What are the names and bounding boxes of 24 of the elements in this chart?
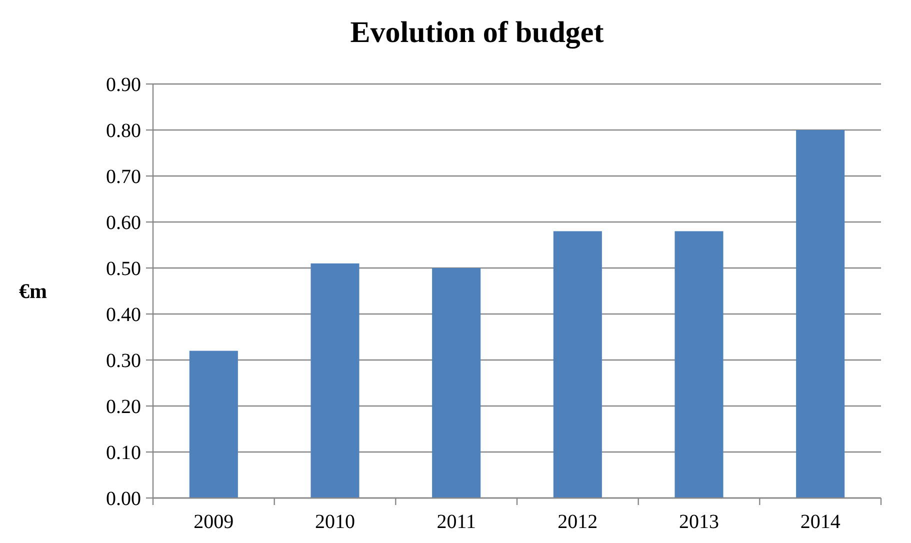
x-tick-label: 2013 bbox=[679, 511, 719, 533]
x-tick-label: 2012 bbox=[558, 511, 598, 533]
bar bbox=[189, 350, 238, 498]
x-tick-label: 2014 bbox=[800, 511, 840, 533]
bar bbox=[310, 263, 360, 498]
bar bbox=[796, 130, 845, 498]
x-tick-label: 2011 bbox=[436, 511, 476, 533]
y-axis-title: €m bbox=[19, 279, 48, 303]
y-tick-label: 0.70 bbox=[106, 166, 141, 188]
y-tick-label: 0.00 bbox=[106, 488, 141, 510]
chart-title: Evolution of budget bbox=[350, 16, 604, 49]
y-tick-label: 0.40 bbox=[106, 304, 141, 326]
bar bbox=[553, 231, 602, 498]
y-tick-label: 0.10 bbox=[106, 442, 141, 464]
y-tick-label: 0.30 bbox=[106, 350, 141, 372]
y-tick-label: 0.50 bbox=[106, 258, 141, 280]
x-tick-label: 2010 bbox=[315, 511, 355, 533]
x-tick-label: 2009 bbox=[194, 511, 234, 533]
y-tick-label: 0.90 bbox=[106, 74, 141, 96]
y-tick-label: 0.80 bbox=[106, 120, 141, 142]
y-tick-label: 0.20 bbox=[106, 396, 141, 418]
y-tick-label: 0.60 bbox=[106, 212, 141, 234]
bar bbox=[674, 231, 724, 498]
bar bbox=[432, 268, 481, 498]
